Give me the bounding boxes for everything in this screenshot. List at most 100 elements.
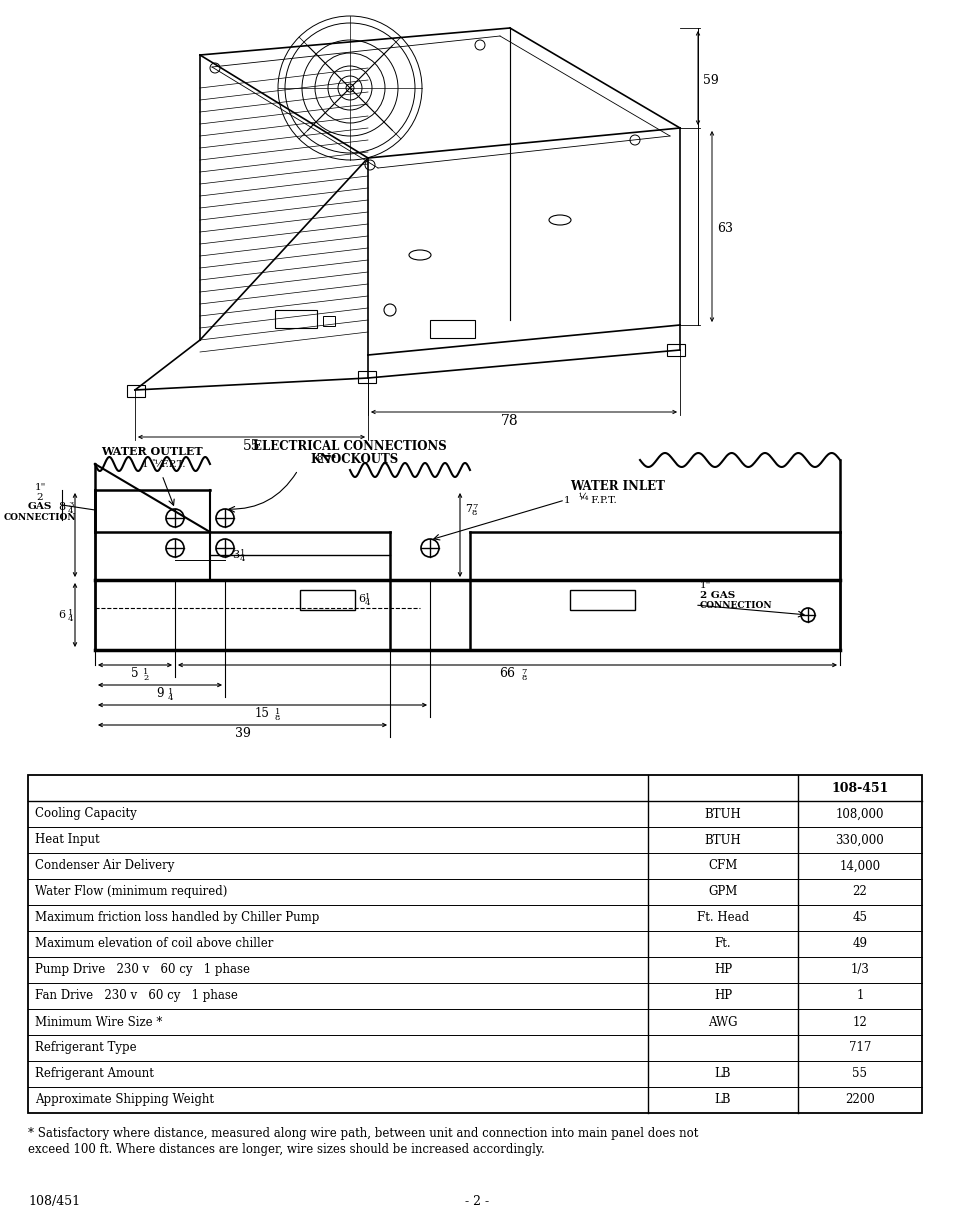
Text: 39: 39 [234, 727, 251, 740]
Text: 5: 5 [132, 667, 138, 680]
Text: 4: 4 [365, 599, 370, 607]
Text: 7: 7 [464, 503, 472, 515]
Text: 3: 3 [68, 501, 73, 508]
Text: 8: 8 [58, 502, 66, 512]
Text: 4: 4 [68, 615, 73, 623]
Text: 2: 2 [36, 492, 43, 502]
Text: 63: 63 [717, 221, 732, 235]
Text: 1": 1" [700, 581, 711, 589]
Text: Ft. Head: Ft. Head [697, 911, 748, 925]
Text: BTUH: BTUH [704, 834, 740, 846]
Text: 8: 8 [274, 713, 279, 722]
Text: 55: 55 [852, 1067, 866, 1081]
Text: 12: 12 [852, 1016, 866, 1029]
Text: AWG: AWG [707, 1016, 737, 1029]
Text: GAS: GAS [28, 502, 52, 511]
Text: Ft.: Ft. [714, 937, 731, 950]
Text: 108/451: 108/451 [28, 1195, 80, 1208]
Text: ¼: ¼ [572, 492, 588, 502]
Text: 2200: 2200 [844, 1093, 874, 1106]
Text: 1: 1 [365, 593, 370, 600]
Text: KNOCKOUTS: KNOCKOUTS [311, 453, 398, 465]
Text: 8: 8 [521, 674, 526, 682]
Text: 2 GAS: 2 GAS [700, 591, 735, 600]
Text: Approximate Shipping Weight: Approximate Shipping Weight [35, 1093, 213, 1106]
Text: 66: 66 [499, 667, 515, 680]
Bar [569, 589, 635, 610]
Text: LB: LB [714, 1093, 731, 1106]
Text: 8: 8 [472, 508, 476, 517]
Text: 7: 7 [521, 668, 526, 675]
Text: 59: 59 [702, 74, 718, 86]
Text: CONNECTION: CONNECTION [4, 513, 76, 522]
Text: 108-451: 108-451 [830, 781, 888, 795]
Text: 7": 7" [323, 454, 336, 465]
Text: HP: HP [713, 964, 731, 976]
Text: * Satisfactory where distance, measured along wire path, between unit and connec: * Satisfactory where distance, measured … [28, 1127, 698, 1140]
Text: Pump Drive   230 v   60 cy   1 phase: Pump Drive 230 v 60 cy 1 phase [35, 964, 250, 976]
Text: 6: 6 [357, 594, 365, 604]
Text: WATER INLET: WATER INLET [569, 480, 664, 492]
Text: 9: 9 [156, 686, 164, 700]
Text: 1: 1 [563, 496, 569, 505]
Bar [127, 386, 145, 397]
Text: CONNECTION: CONNECTION [700, 600, 772, 610]
Text: 1: 1 [856, 990, 862, 1002]
Bar [28, 775, 921, 1113]
Text: LB: LB [714, 1067, 731, 1081]
Text: Heat Input: Heat Input [35, 834, 99, 846]
Text: 45: 45 [852, 911, 866, 925]
Text: ¼: ¼ [148, 460, 164, 469]
Text: 78: 78 [500, 414, 518, 429]
Text: Water Flow (minimum required): Water Flow (minimum required) [35, 885, 227, 899]
Text: WATER OUTLET: WATER OUTLET [101, 446, 203, 457]
Text: 2: 2 [143, 674, 148, 682]
Text: BTUH: BTUH [704, 808, 740, 820]
Text: 1: 1 [143, 668, 149, 675]
Text: Minimum Wire Size *: Minimum Wire Size * [35, 1016, 162, 1029]
Text: 1: 1 [240, 549, 245, 558]
Bar [299, 589, 355, 610]
Text: 330,000: 330,000 [835, 834, 883, 846]
Text: 49: 49 [852, 937, 866, 950]
Text: 55: 55 [243, 438, 260, 453]
Text: 1: 1 [274, 709, 279, 716]
Text: Condenser Air Delivery: Condenser Air Delivery [35, 860, 174, 873]
Text: Refrigerant Amount: Refrigerant Amount [35, 1067, 153, 1081]
Text: 14,000: 14,000 [839, 860, 880, 873]
Text: ": " [151, 458, 154, 465]
Text: 15: 15 [254, 707, 270, 720]
Text: 108,000: 108,000 [835, 808, 883, 820]
Bar [430, 321, 475, 338]
Text: HP: HP [713, 990, 731, 1002]
Text: GPM: GPM [707, 885, 737, 899]
Text: Refrigerant Type: Refrigerant Type [35, 1041, 136, 1055]
Text: Maximum elevation of coil above chiller: Maximum elevation of coil above chiller [35, 937, 274, 950]
Text: 1: 1 [168, 688, 173, 696]
Text: CFM: CFM [707, 860, 737, 873]
Text: F.P.T.: F.P.T. [160, 460, 185, 469]
Text: 22: 22 [852, 885, 866, 899]
Bar [274, 309, 316, 328]
Text: 1: 1 [141, 460, 148, 469]
Text: 1/3: 1/3 [850, 964, 868, 976]
Text: Fan Drive   230 v   60 cy   1 phase: Fan Drive 230 v 60 cy 1 phase [35, 990, 237, 1002]
Text: 1": 1" [34, 483, 46, 492]
Text: 6: 6 [58, 610, 66, 620]
Text: ELECTRICAL CONNECTIONS: ELECTRICAL CONNECTIONS [253, 440, 446, 453]
Text: "  F.P.T.: " F.P.T. [579, 496, 616, 505]
Text: 7: 7 [472, 503, 476, 511]
Text: 717: 717 [848, 1041, 870, 1055]
Bar [323, 316, 335, 325]
Text: 3: 3 [232, 550, 239, 560]
Bar [666, 344, 684, 356]
Text: 4: 4 [240, 555, 245, 562]
Text: - 2 -: - 2 - [464, 1195, 489, 1208]
Bar [357, 371, 375, 383]
Text: exceed 100 ft. Where distances are longer, wire sizes should be increased accord: exceed 100 ft. Where distances are longe… [28, 1143, 544, 1156]
Text: 4: 4 [68, 507, 73, 515]
Text: 4: 4 [168, 694, 173, 702]
Text: Cooling Capacity: Cooling Capacity [35, 808, 136, 820]
Text: 1: 1 [68, 609, 73, 616]
Text: 8: 8 [315, 453, 321, 462]
